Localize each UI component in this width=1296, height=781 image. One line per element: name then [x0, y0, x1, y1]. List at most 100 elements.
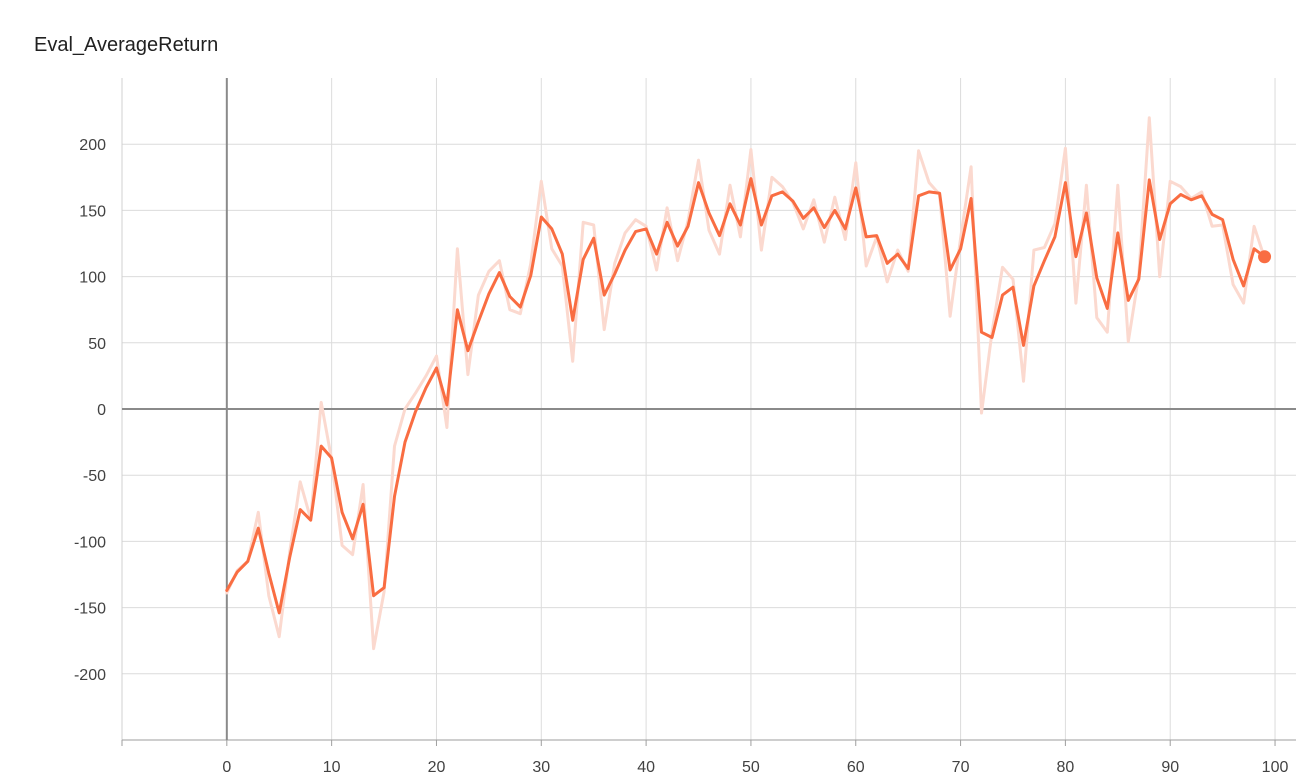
data-point-smoothed[interactable]	[339, 509, 345, 515]
data-point-raw[interactable]	[1115, 182, 1121, 188]
data-point-smoothed[interactable]	[402, 439, 408, 445]
data-point-raw[interactable]	[454, 246, 460, 252]
data-point-raw[interactable]	[1041, 244, 1047, 250]
data-point-raw[interactable]	[811, 197, 817, 203]
data-point-smoothed[interactable]	[1115, 230, 1121, 236]
data-point-smoothed[interactable]	[496, 270, 502, 276]
data-point-smoothed[interactable]	[832, 207, 838, 213]
data-point-smoothed[interactable]	[675, 243, 681, 249]
data-point-smoothed[interactable]	[937, 190, 943, 196]
data-point-smoothed[interactable]	[748, 176, 754, 182]
data-point-raw[interactable]	[989, 329, 995, 335]
data-point-smoothed[interactable]	[685, 223, 691, 229]
data-point-smoothed[interactable]	[444, 402, 450, 408]
data-point-smoothed[interactable]	[1062, 180, 1068, 186]
data-point-smoothed[interactable]	[1052, 234, 1058, 240]
data-point-raw[interactable]	[832, 194, 838, 200]
data-point-raw[interactable]	[979, 410, 985, 416]
data-point-raw[interactable]	[1094, 315, 1100, 321]
data-point-raw[interactable]	[1083, 182, 1089, 188]
data-point-raw[interactable]	[968, 164, 974, 170]
data-point-smoothed[interactable]	[1241, 283, 1247, 289]
data-point-raw[interactable]	[475, 292, 481, 298]
data-point-raw[interactable]	[1157, 274, 1163, 280]
data-point-raw[interactable]	[1209, 223, 1215, 229]
data-point-smoothed[interactable]	[1167, 201, 1173, 207]
data-point-raw[interactable]	[402, 406, 408, 412]
data-point-smoothed[interactable]	[842, 226, 848, 232]
data-point-raw[interactable]	[287, 549, 293, 555]
data-point-raw[interactable]	[339, 542, 345, 548]
data-point-smoothed[interactable]	[706, 210, 712, 216]
data-point-raw[interactable]	[675, 258, 681, 264]
data-point-raw[interactable]	[486, 268, 492, 274]
data-point-smoothed[interactable]	[580, 256, 586, 262]
data-point-smoothed[interactable]	[1094, 275, 1100, 281]
data-point-smoothed[interactable]	[433, 365, 439, 371]
data-point-raw[interactable]	[538, 178, 544, 184]
last-point-marker[interactable]	[1258, 250, 1272, 264]
data-point-raw[interactable]	[433, 353, 439, 359]
data-point-raw[interactable]	[821, 239, 827, 245]
data-point-smoothed[interactable]	[255, 525, 261, 531]
data-point-raw[interactable]	[779, 184, 785, 190]
data-point-smoothed[interactable]	[1041, 258, 1047, 264]
data-point-smoothed[interactable]	[549, 226, 555, 232]
data-point-raw[interactable]	[1062, 145, 1068, 151]
data-point-smoothed[interactable]	[737, 222, 743, 228]
data-point-raw[interactable]	[612, 260, 618, 266]
data-point-raw[interactable]	[737, 234, 743, 240]
data-point-smoothed[interactable]	[916, 193, 922, 199]
data-point-smoothed[interactable]	[465, 348, 471, 354]
data-point-raw[interactable]	[1031, 247, 1037, 253]
data-point-raw[interactable]	[1220, 222, 1226, 228]
data-point-raw[interactable]	[423, 373, 429, 379]
data-point-smoothed[interactable]	[811, 205, 817, 211]
data-point-smoothed[interactable]	[1020, 342, 1026, 348]
data-point-smoothed[interactable]	[245, 558, 251, 564]
data-point-smoothed[interactable]	[318, 443, 324, 449]
data-point-smoothed[interactable]	[696, 180, 702, 186]
data-point-smoothed[interactable]	[329, 455, 335, 461]
data-point-raw[interactable]	[1241, 300, 1247, 306]
data-point-smoothed[interactable]	[423, 385, 429, 391]
data-point-raw[interactable]	[591, 222, 597, 228]
data-point-smoothed[interactable]	[371, 593, 377, 599]
data-point-raw[interactable]	[727, 182, 733, 188]
data-point-raw[interactable]	[255, 509, 261, 515]
data-point-smoothed[interactable]	[1157, 237, 1163, 243]
data-point-raw[interactable]	[392, 443, 398, 449]
data-point-raw[interactable]	[570, 358, 576, 364]
data-point-smoothed[interactable]	[1031, 283, 1037, 289]
data-point-smoothed[interactable]	[1220, 217, 1226, 223]
data-point-raw[interactable]	[297, 479, 303, 485]
data-point-smoothed[interactable]	[570, 317, 576, 323]
data-point-raw[interactable]	[800, 226, 806, 232]
data-point-raw[interactable]	[622, 230, 628, 236]
data-point-raw[interactable]	[1020, 378, 1026, 384]
data-point-smoothed[interactable]	[486, 291, 492, 297]
data-point-raw[interactable]	[1010, 276, 1016, 282]
data-point-smoothed[interactable]	[727, 201, 733, 207]
data-point-raw[interactable]	[371, 646, 377, 652]
data-point-raw[interactable]	[580, 219, 586, 225]
data-point-raw[interactable]	[863, 263, 869, 269]
data-point-smoothed[interactable]	[517, 304, 523, 310]
data-point-smoothed[interactable]	[800, 215, 806, 221]
series-line-smoothed[interactable]	[225, 177, 1267, 615]
data-point-raw[interactable]	[1178, 184, 1184, 190]
data-point-raw[interactable]	[549, 246, 555, 252]
data-point-smoothed[interactable]	[559, 251, 565, 257]
data-point-smoothed[interactable]	[308, 517, 314, 523]
data-point-raw[interactable]	[916, 148, 922, 154]
data-point-raw[interactable]	[758, 247, 764, 253]
data-point-raw[interactable]	[842, 237, 848, 243]
data-point-smoothed[interactable]	[1178, 192, 1184, 198]
data-point-raw[interactable]	[1125, 338, 1131, 344]
data-point-smoothed[interactable]	[654, 251, 660, 257]
data-point-smoothed[interactable]	[360, 501, 366, 507]
data-point-smoothed[interactable]	[884, 260, 890, 266]
data-point-raw[interactable]	[696, 157, 702, 163]
data-point-raw[interactable]	[716, 251, 722, 257]
